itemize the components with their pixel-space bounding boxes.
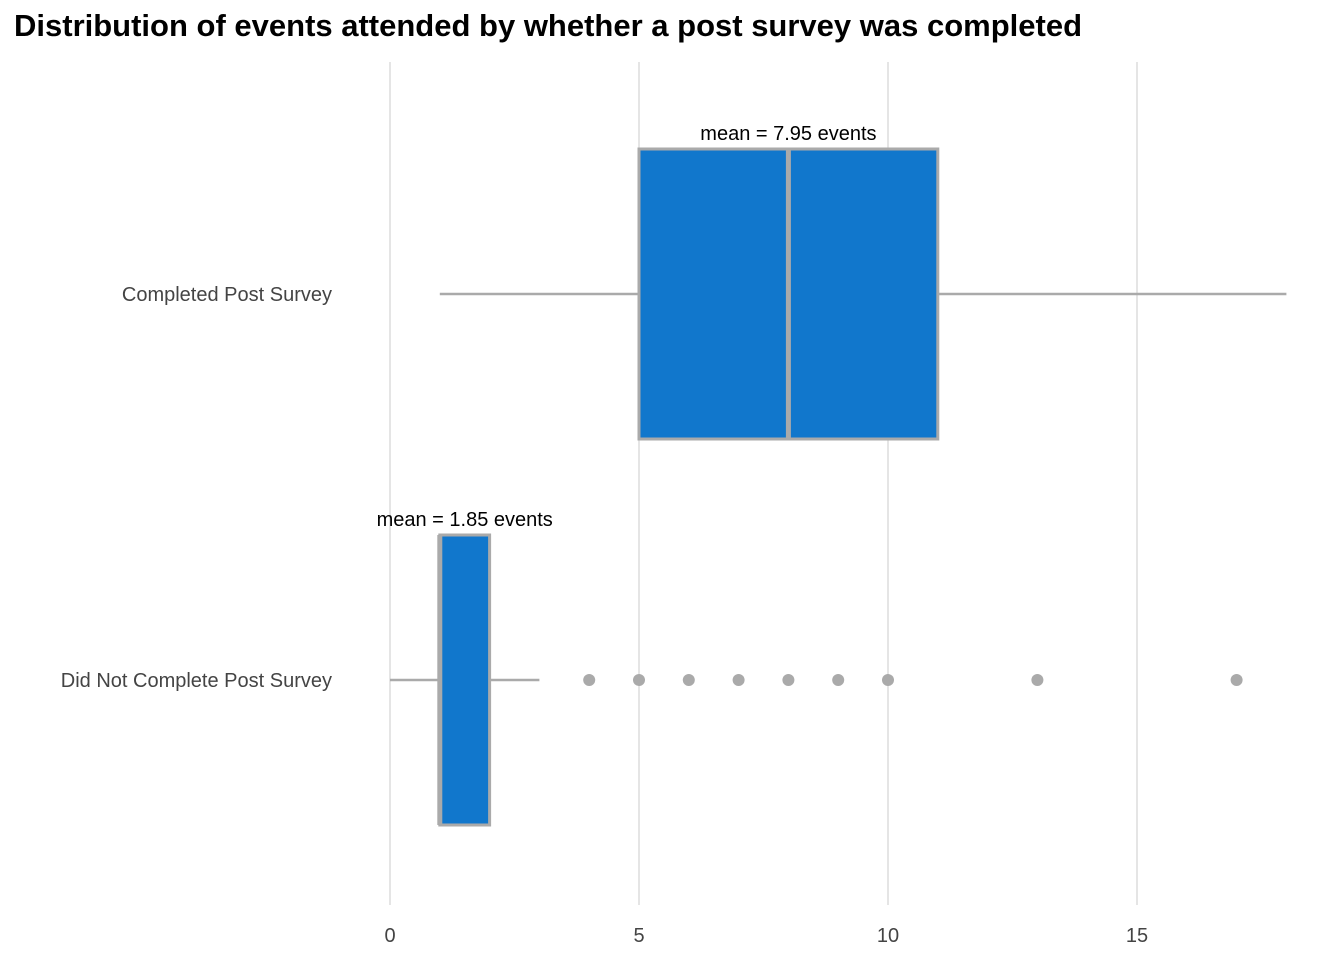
- outlier-point: [782, 674, 795, 686]
- category-label: Did Not Complete Post Survey: [61, 670, 332, 692]
- box-group: Did Not Complete Post Survey mean = 1.85 …: [61, 509, 1243, 827]
- x-tick-label: 10: [877, 925, 899, 947]
- outlier-point: [1031, 674, 1044, 686]
- category-label: Completed Post Survey: [122, 284, 332, 306]
- x-tick-label: 0: [384, 925, 395, 947]
- x-tick-label: 15: [1126, 925, 1148, 947]
- outlier-point: [583, 674, 596, 686]
- x-tick-label: 5: [633, 925, 644, 947]
- mean-label: mean = 1.85 events: [377, 509, 553, 531]
- mean-label: mean = 7.95 events: [700, 123, 876, 145]
- outlier-point: [682, 674, 695, 686]
- outlier-point: [732, 674, 745, 686]
- box-iqr: [438, 533, 492, 827]
- outlier-point: [1230, 674, 1243, 686]
- outlier-point: [633, 674, 645, 686]
- box-group: Completed Post Survey mean = 7.95 events: [122, 123, 1287, 441]
- outlier-point: [832, 674, 845, 686]
- chart-title: Distribution of events attended by wheth…: [14, 8, 1083, 43]
- outlier-point: [882, 674, 894, 686]
